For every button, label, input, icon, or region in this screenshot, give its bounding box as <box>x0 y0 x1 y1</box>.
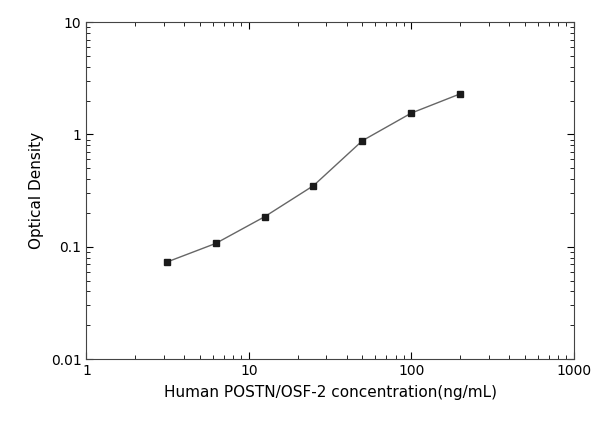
X-axis label: Human POSTN/OSF-2 concentration(ng/mL): Human POSTN/OSF-2 concentration(ng/mL) <box>164 385 497 400</box>
Y-axis label: Optical Density: Optical Density <box>29 132 44 249</box>
